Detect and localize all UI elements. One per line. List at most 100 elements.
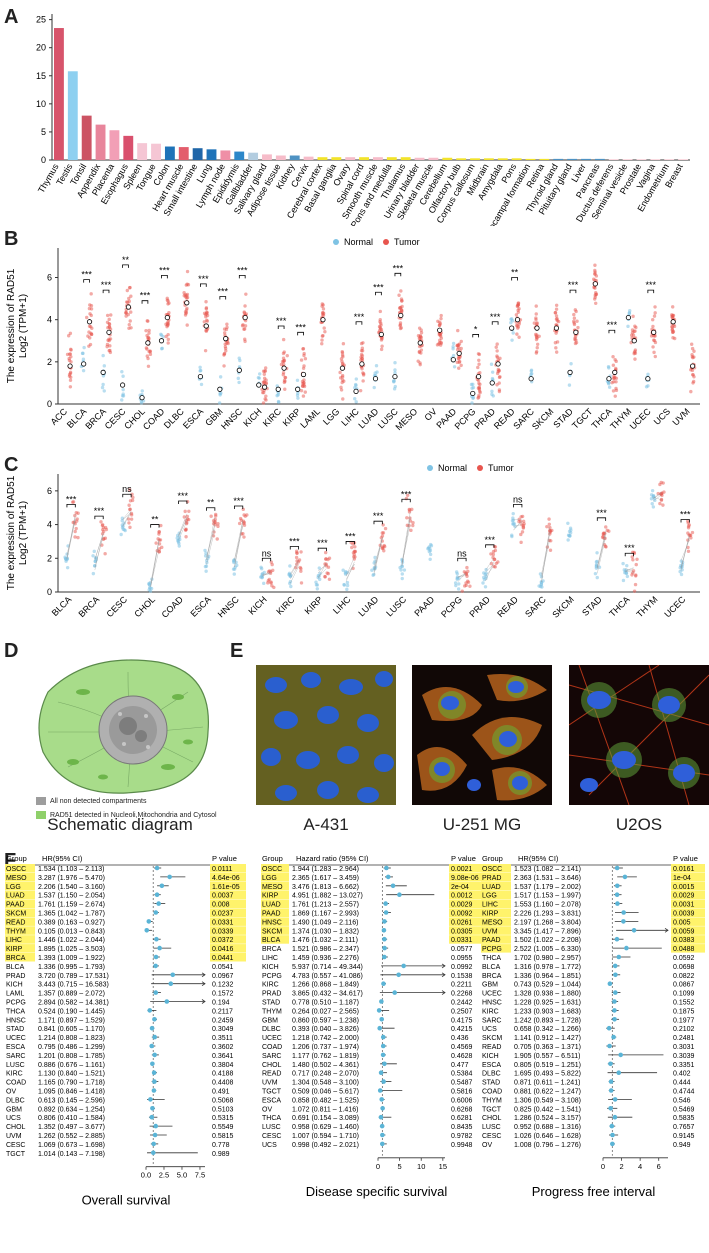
hr-point bbox=[384, 865, 389, 871]
x-tick-label: KIRC bbox=[261, 406, 284, 429]
forest-p-label: 0.0037 bbox=[212, 893, 234, 900]
x-tick-label: TGCT bbox=[570, 406, 595, 431]
tumor-point bbox=[144, 346, 149, 350]
tumor-point bbox=[689, 389, 693, 394]
significance-label: *** bbox=[198, 274, 209, 284]
tumor-point bbox=[88, 303, 92, 307]
tumor-point bbox=[653, 354, 658, 359]
hr-point bbox=[621, 919, 626, 924]
forest-group-label: THYM bbox=[6, 928, 26, 935]
normal-point bbox=[160, 346, 164, 351]
tumor-point bbox=[545, 524, 549, 529]
tumor-point bbox=[67, 372, 72, 377]
normal-median bbox=[275, 386, 281, 392]
forest-group-label: LUAD bbox=[482, 884, 501, 891]
x-tick-label: BLCA bbox=[50, 594, 74, 618]
pair-line bbox=[206, 529, 216, 565]
tumor-point bbox=[631, 558, 635, 562]
normal-point bbox=[400, 572, 404, 576]
tumor-point bbox=[460, 589, 464, 593]
normal-point bbox=[650, 502, 654, 506]
tumor-point bbox=[411, 520, 415, 525]
tumor-point bbox=[359, 348, 364, 353]
normal-point bbox=[91, 571, 96, 576]
bar bbox=[567, 158, 578, 160]
forest-hr-label: 2.894 (0.582 – 14.381) bbox=[38, 1000, 109, 1007]
x-tick-label: ESCA bbox=[189, 594, 213, 618]
significance-bracket bbox=[345, 541, 355, 545]
tumor-point bbox=[517, 335, 521, 339]
hr-point bbox=[170, 972, 176, 978]
caption-schematic: Schematic diagram bbox=[47, 815, 193, 834]
forest-p-label: 0.989 bbox=[212, 1151, 230, 1158]
tumor-point bbox=[128, 525, 132, 530]
hr-point bbox=[609, 1123, 615, 1129]
forest-group-label: HNSC bbox=[6, 1017, 26, 1024]
hr-point bbox=[154, 892, 160, 897]
significance-label: *** bbox=[317, 538, 328, 548]
hr-point bbox=[614, 883, 620, 889]
tumor-point bbox=[271, 568, 275, 573]
normal-median bbox=[197, 373, 204, 380]
legend-tumor-label: Tumor bbox=[394, 237, 420, 247]
forest-p-label: 0.5103 bbox=[212, 1106, 234, 1113]
forest-group-label: KICH bbox=[6, 982, 23, 989]
tumor-point bbox=[263, 369, 267, 373]
tumor-point bbox=[378, 309, 383, 314]
bar bbox=[525, 158, 536, 160]
p-highlight bbox=[210, 881, 246, 891]
forest-p-label: 0.3804 bbox=[212, 1062, 234, 1069]
tumor-point bbox=[281, 337, 286, 342]
legend-tumor-marker bbox=[383, 239, 389, 245]
tumor-point bbox=[75, 517, 79, 521]
tumor-point bbox=[205, 311, 209, 315]
y-tick-label: 15 bbox=[36, 71, 46, 81]
forest-p-label: 0.5315 bbox=[212, 1115, 234, 1122]
tumor-point bbox=[87, 330, 91, 334]
normal-point bbox=[626, 324, 630, 329]
normal-point bbox=[203, 564, 208, 569]
y-tick-label: 0 bbox=[47, 399, 52, 409]
significance-bracket bbox=[206, 507, 216, 511]
significance-bracket bbox=[401, 498, 411, 503]
tumor-point bbox=[672, 324, 677, 329]
forest-p-label: 0.0111 bbox=[212, 866, 232, 873]
bar bbox=[483, 158, 494, 160]
forest-hr-label: 1.306 (0.549 – 3.108) bbox=[514, 1097, 581, 1104]
forest-hr-label: 1.537 (1.150 – 2.054) bbox=[38, 893, 105, 900]
normal-point bbox=[481, 581, 485, 585]
tumor-point bbox=[101, 529, 106, 534]
hr-point bbox=[383, 901, 388, 906]
tumor-point bbox=[124, 300, 129, 304]
tumor-point bbox=[631, 314, 635, 319]
tumor-point bbox=[593, 272, 597, 276]
tumor-point bbox=[477, 352, 482, 357]
pair-line bbox=[178, 517, 188, 537]
normal-point bbox=[627, 311, 632, 315]
pair-line bbox=[485, 563, 495, 573]
forest-hr-label: 2.197 (1.268 – 3.804) bbox=[514, 919, 581, 926]
normal-median bbox=[509, 325, 515, 331]
p-highlight bbox=[449, 935, 491, 944]
y-tick-label: 6 bbox=[47, 273, 52, 283]
forest-header-hr: Hazard ratio (95% CI) bbox=[296, 854, 369, 863]
tumor-point bbox=[74, 526, 78, 531]
tumor-point bbox=[438, 332, 443, 336]
bar bbox=[303, 156, 314, 160]
forest-hr-label: 2.365 (1.617 – 3.459) bbox=[292, 875, 359, 882]
y-tick-label: 2 bbox=[47, 357, 52, 367]
tumor-point bbox=[146, 364, 151, 369]
forest-hr-label: 1.869 (1.167 – 2.993) bbox=[292, 911, 359, 918]
hr-point bbox=[631, 928, 637, 933]
tumor-point bbox=[243, 304, 247, 308]
hr-point bbox=[610, 1141, 615, 1147]
significance-label: *** bbox=[607, 320, 618, 330]
forest-group-label: COAD bbox=[482, 1089, 502, 1096]
tumor-point bbox=[399, 308, 404, 313]
forest-hr-label: 0.389 (0.163 – 0.927) bbox=[38, 919, 105, 926]
significance-bracket bbox=[234, 505, 244, 510]
forest-p-label: 0.0339 bbox=[212, 928, 234, 935]
tumor-point bbox=[438, 343, 443, 347]
pair-line bbox=[485, 557, 495, 571]
forest-group-label: CHOL bbox=[6, 1124, 26, 1131]
